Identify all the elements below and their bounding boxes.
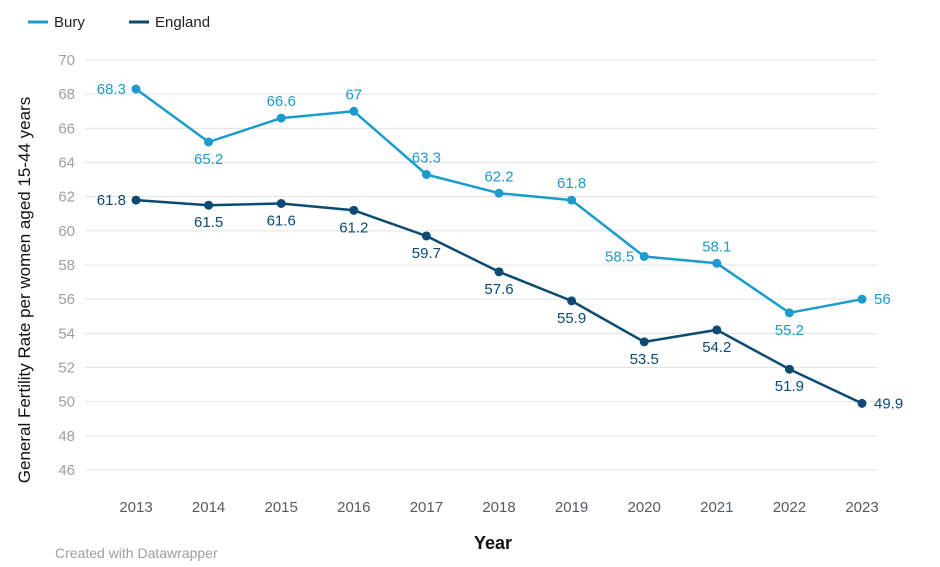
gridlines — [85, 59, 877, 471]
x-axis-title: Year — [474, 533, 512, 553]
data-label: 62.2 — [484, 168, 513, 185]
x-axis-ticks: 2013 2014 2015 2016 2017 2018 2019 2020 2021 2022… — [119, 499, 878, 516]
data-label: 65.2 — [194, 151, 223, 168]
data-point — [494, 267, 504, 277]
data-label: 63.3 — [412, 149, 441, 166]
data-point — [131, 84, 141, 94]
y-axis-title: General Fertility Rate per women aged 15… — [15, 97, 34, 483]
data-label: 61.5 — [194, 214, 223, 231]
y-axis-ticks: 46 48 50 52 54 56 58 60 62 64 66 68 70 — [58, 52, 75, 479]
data-point — [421, 231, 431, 241]
data-label: 57.6 — [484, 281, 513, 298]
data-point — [494, 188, 504, 198]
data-label: 55.9 — [557, 310, 586, 327]
legend-label: Bury — [54, 14, 85, 31]
data-label: 49.9 — [874, 395, 903, 412]
data-point — [349, 106, 359, 116]
x-tick-label: 2021 — [700, 499, 733, 516]
legend: Bury England — [28, 14, 210, 31]
data-point — [204, 200, 214, 210]
x-tick-label: 2016 — [337, 499, 370, 516]
data-label: 61.2 — [339, 219, 368, 236]
data-point — [276, 199, 286, 208]
x-tick-label: 2017 — [410, 499, 443, 516]
data-point — [421, 169, 431, 179]
data-point — [131, 195, 141, 205]
data-label: 55.2 — [775, 322, 804, 339]
x-tick-label: 2018 — [482, 499, 515, 516]
y-tick-label: 66 — [58, 120, 75, 137]
data-label: 68.3 — [97, 81, 126, 98]
data-point — [639, 251, 649, 261]
data-label: 51.9 — [775, 378, 804, 395]
x-tick-label: 2013 — [119, 499, 152, 516]
y-tick-label: 52 — [58, 360, 75, 377]
y-tick-label: 60 — [58, 223, 75, 240]
y-tick-label: 46 — [58, 462, 75, 479]
series-group — [131, 84, 867, 408]
data-label: 61.8 — [97, 192, 126, 209]
y-tick-label: 68 — [58, 86, 75, 103]
legend-label: England — [155, 14, 210, 31]
x-tick-label: 2015 — [265, 499, 298, 516]
data-label: 58.5 — [605, 248, 634, 265]
y-tick-label: 56 — [58, 291, 75, 308]
data-label: 53.5 — [630, 351, 659, 368]
data-point — [857, 398, 867, 408]
datawrapper-credit: Created with Datawrapper — [55, 545, 218, 561]
data-label: 59.7 — [412, 245, 441, 262]
data-label: 66.6 — [267, 93, 296, 110]
data-label: 61.8 — [557, 175, 586, 192]
data-point — [567, 195, 577, 205]
data-point — [639, 337, 649, 347]
data-point — [712, 258, 722, 268]
data-label: 58.1 — [702, 238, 731, 255]
data-point — [857, 294, 867, 304]
data-point — [784, 308, 794, 318]
data-label: 56 — [874, 291, 891, 308]
data-point — [567, 296, 577, 306]
x-tick-label: 2014 — [192, 499, 225, 516]
y-tick-label: 48 — [58, 428, 75, 445]
x-tick-label: 2023 — [845, 499, 878, 516]
y-tick-label: 50 — [58, 394, 75, 411]
data-label: 54.2 — [702, 339, 731, 356]
data-point — [204, 137, 214, 147]
y-tick-label: 54 — [58, 325, 75, 342]
data-label: 61.6 — [267, 213, 296, 230]
x-tick-label: 2019 — [555, 499, 588, 516]
data-label: 67 — [345, 86, 362, 103]
y-tick-label: 64 — [58, 155, 75, 172]
data-point — [784, 364, 794, 374]
series-line — [135, 87, 863, 315]
y-tick-label: 58 — [58, 257, 75, 274]
x-tick-label: 2020 — [628, 499, 661, 516]
x-tick-label: 2022 — [773, 499, 806, 516]
data-point — [712, 325, 722, 335]
data-labels: 68.3 65.2 66.6 67 63.3 62.2 61.8 58.5 58.1 55.2 56… — [97, 81, 903, 412]
y-tick-label: 70 — [58, 52, 75, 69]
y-tick-label: 62 — [58, 189, 75, 206]
data-point — [276, 113, 286, 123]
data-point — [349, 205, 359, 215]
